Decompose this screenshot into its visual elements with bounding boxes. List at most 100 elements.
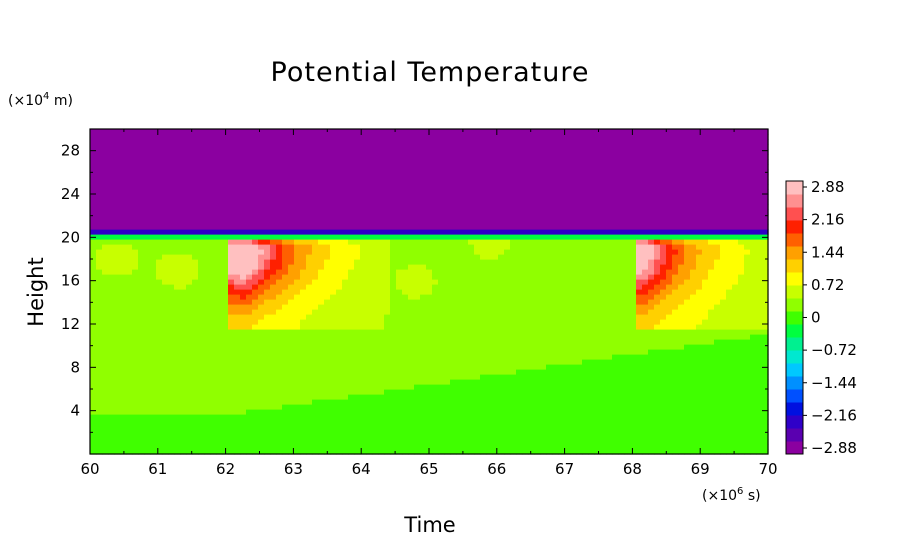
heatmap-cell bbox=[330, 419, 337, 425]
heatmap-cell bbox=[168, 409, 175, 415]
heatmap-cell bbox=[144, 409, 151, 415]
heatmap-cell bbox=[102, 384, 109, 390]
heatmap-cell bbox=[378, 314, 385, 320]
heatmap-cell bbox=[480, 369, 487, 375]
heatmap-cell bbox=[336, 149, 343, 155]
heatmap-cell bbox=[294, 269, 301, 275]
heatmap-cell bbox=[438, 354, 445, 360]
heatmap-cell bbox=[402, 349, 409, 355]
heatmap-cell bbox=[336, 294, 343, 300]
heatmap-cell bbox=[342, 214, 349, 220]
heatmap-cell bbox=[312, 359, 319, 365]
heatmap-cell bbox=[378, 329, 385, 335]
heatmap-cell bbox=[516, 269, 523, 275]
heatmap-cell bbox=[504, 159, 511, 165]
heatmap-cell bbox=[294, 364, 301, 370]
heatmap-cell bbox=[144, 214, 151, 220]
heatmap-cell bbox=[120, 244, 127, 250]
heatmap-cell bbox=[342, 329, 349, 335]
heatmap-cell bbox=[162, 304, 169, 310]
heatmap-cell bbox=[462, 404, 469, 410]
heatmap-cell bbox=[198, 299, 205, 305]
heatmap-cell bbox=[222, 369, 229, 375]
heatmap-cell bbox=[312, 369, 319, 375]
heatmap-cell bbox=[204, 209, 211, 215]
heatmap-cell bbox=[276, 229, 283, 235]
heatmap-cell bbox=[462, 389, 469, 395]
heatmap-cell bbox=[390, 289, 397, 295]
heatmap-cell bbox=[468, 319, 475, 325]
heatmap-cell bbox=[522, 154, 529, 160]
heatmap-cell bbox=[486, 209, 493, 215]
heatmap-cell bbox=[510, 174, 517, 180]
heatmap-cell bbox=[546, 369, 553, 375]
heatmap-cell bbox=[144, 159, 151, 165]
heatmap-cell bbox=[426, 379, 433, 385]
heatmap-cell bbox=[156, 184, 163, 190]
heatmap-cell bbox=[108, 239, 115, 245]
heatmap-cell bbox=[162, 379, 169, 385]
heatmap-cell bbox=[354, 169, 361, 175]
heatmap-cell bbox=[414, 319, 421, 325]
heatmap-cell bbox=[474, 359, 481, 365]
heatmap-cell bbox=[534, 439, 541, 445]
heatmap-cell bbox=[150, 154, 157, 160]
heatmap-cell bbox=[144, 149, 151, 155]
heatmap-cell bbox=[420, 184, 427, 190]
heatmap-cell bbox=[186, 214, 193, 220]
heatmap-cell bbox=[162, 404, 169, 410]
heatmap-cell bbox=[420, 149, 427, 155]
heatmap-cell bbox=[480, 384, 487, 390]
heatmap-cell bbox=[198, 404, 205, 410]
heatmap-cell bbox=[354, 319, 361, 325]
heatmap-cell bbox=[480, 229, 487, 235]
heatmap-cell bbox=[234, 199, 241, 205]
heatmap-cell bbox=[438, 339, 445, 345]
heatmap-cell bbox=[156, 159, 163, 165]
heatmap-cell bbox=[102, 239, 109, 245]
heatmap-cell bbox=[354, 344, 361, 350]
heatmap-cell bbox=[228, 429, 235, 435]
heatmap-cell bbox=[114, 364, 121, 370]
heatmap-cell bbox=[432, 409, 439, 415]
heatmap-cell bbox=[330, 294, 337, 300]
heatmap-cell bbox=[264, 344, 271, 350]
heatmap-cell bbox=[300, 414, 307, 420]
heatmap-cell bbox=[156, 259, 163, 265]
heatmap-cell bbox=[534, 184, 541, 190]
heatmap-cell bbox=[438, 289, 445, 295]
heatmap-cell bbox=[198, 309, 205, 315]
heatmap-cell bbox=[426, 224, 433, 230]
heatmap-cell bbox=[384, 164, 391, 170]
heatmap-cell bbox=[378, 244, 385, 250]
heatmap-cell bbox=[180, 144, 187, 150]
heatmap-cell bbox=[468, 214, 475, 220]
heatmap-cell bbox=[252, 189, 259, 195]
heatmap-cell bbox=[186, 389, 193, 395]
heatmap-cell bbox=[450, 149, 457, 155]
heatmap-cell bbox=[324, 324, 331, 330]
heatmap-cell bbox=[318, 374, 325, 380]
heatmap-cell bbox=[240, 224, 247, 230]
heatmap-cell bbox=[264, 149, 271, 155]
heatmap-cell bbox=[450, 249, 457, 255]
heatmap-cell bbox=[498, 419, 505, 425]
heatmap-cell bbox=[192, 364, 199, 370]
heatmap-cell bbox=[90, 339, 97, 345]
heatmap-cell bbox=[234, 214, 241, 220]
heatmap-cell bbox=[168, 214, 175, 220]
heatmap-cell bbox=[96, 389, 103, 395]
heatmap-cell bbox=[108, 319, 115, 325]
heatmap-cell bbox=[234, 344, 241, 350]
heatmap-cell bbox=[516, 334, 523, 340]
heatmap-cell bbox=[234, 209, 241, 215]
heatmap-cell bbox=[342, 284, 349, 290]
heatmap-cell bbox=[492, 254, 499, 260]
heatmap-cell bbox=[420, 214, 427, 220]
heatmap-cell bbox=[180, 304, 187, 310]
heatmap-cell bbox=[246, 204, 253, 210]
heatmap-cell bbox=[162, 439, 169, 445]
heatmap-cell bbox=[96, 264, 103, 270]
heatmap-cell bbox=[126, 219, 133, 225]
heatmap-cell bbox=[306, 334, 313, 340]
